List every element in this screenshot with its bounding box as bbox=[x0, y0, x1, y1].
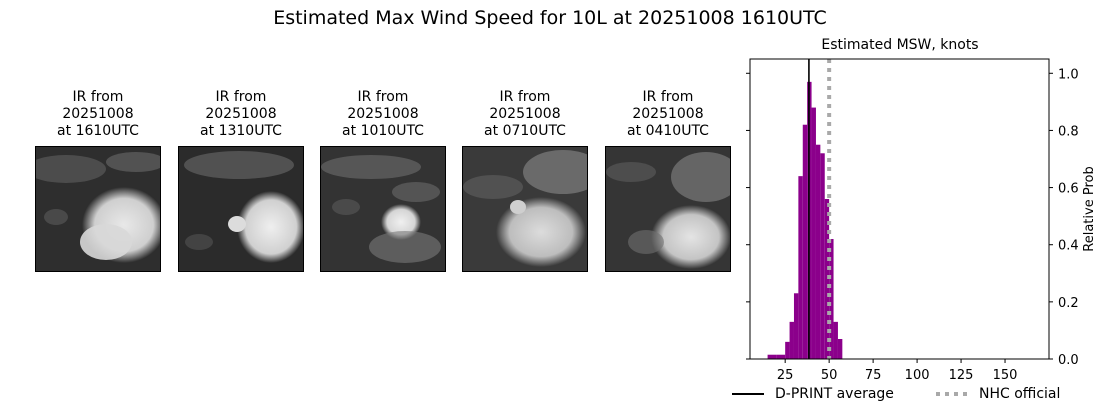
histogram-bar bbox=[776, 354, 786, 359]
ir-caption-date: 20251008 bbox=[347, 106, 419, 122]
histogram-bar bbox=[815, 144, 821, 359]
x-tick-label: 150 bbox=[993, 368, 1018, 383]
histogram-bar bbox=[824, 199, 830, 359]
ir-caption-line: IR from bbox=[72, 89, 124, 105]
ir-satellite-image bbox=[320, 146, 446, 272]
x-tick-label: 75 bbox=[865, 368, 882, 383]
ir-caption-date: 20251008 bbox=[632, 106, 704, 122]
ir-caption: IR from 20251008 at 1610UTC bbox=[35, 89, 161, 141]
histogram-bar bbox=[802, 124, 808, 359]
ir-caption: IR from 20251008 at 1010UTC bbox=[320, 89, 446, 141]
legend-label: NHC official bbox=[979, 386, 1061, 402]
legend-item-nhc: NHC official bbox=[935, 386, 1060, 402]
ir-caption-time: at 1610UTC bbox=[57, 123, 139, 139]
ir-panel: IR from 20251008 at 0410UTC bbox=[605, 89, 731, 272]
y-axis-label: Relative Prob bbox=[1082, 166, 1097, 251]
x-tick-label: 25 bbox=[777, 368, 794, 383]
histogram-bar bbox=[798, 176, 803, 359]
ir-panel: IR from 20251008 at 1610UTC bbox=[35, 89, 161, 272]
x-tick-label: 100 bbox=[905, 368, 930, 383]
y-tick-label: 0.0 bbox=[1058, 353, 1079, 368]
histogram-bar bbox=[767, 354, 777, 359]
ir-caption-line: IR from bbox=[357, 89, 409, 105]
ir-caption-date: 20251008 bbox=[489, 106, 561, 122]
ir-caption-time: at 0710UTC bbox=[484, 123, 566, 139]
x-tick-label: 50 bbox=[821, 368, 838, 383]
ir-satellite-image bbox=[35, 146, 161, 272]
figure-title: Estimated Max Wind Speed for 10L at 2025… bbox=[273, 7, 827, 29]
y-tick-label: 0.8 bbox=[1058, 124, 1079, 139]
ir-caption-date: 20251008 bbox=[205, 106, 277, 122]
legend-label: D-PRINT average bbox=[775, 386, 894, 402]
y-tick-label: 0.2 bbox=[1058, 296, 1079, 311]
ir-caption-time: at 1010UTC bbox=[342, 123, 424, 139]
histogram-bar bbox=[785, 341, 790, 359]
ir-satellite-image bbox=[605, 146, 731, 272]
ir-caption: IR from 20251008 at 0710UTC bbox=[462, 89, 588, 141]
legend-item-dprint: D-PRINT average bbox=[731, 386, 894, 402]
ir-satellite-image bbox=[178, 146, 304, 272]
x-tick-label: 125 bbox=[949, 368, 974, 383]
y-tick-label: 0.4 bbox=[1058, 239, 1079, 254]
ir-caption: IR from 20251008 at 0410UTC bbox=[605, 89, 731, 141]
ir-caption: IR from 20251008 at 1310UTC bbox=[178, 89, 304, 141]
histogram-bar bbox=[833, 321, 838, 359]
ir-caption-time: at 1310UTC bbox=[200, 123, 282, 139]
ir-satellite-image bbox=[462, 146, 588, 272]
histogram-bar bbox=[820, 153, 825, 359]
histogram-bar bbox=[829, 239, 834, 359]
histogram-bar bbox=[789, 321, 794, 359]
ir-caption-line: IR from bbox=[215, 89, 267, 105]
histogram-bar bbox=[811, 107, 816, 359]
plot-frame bbox=[749, 58, 1050, 360]
ir-caption-line: IR from bbox=[642, 89, 694, 105]
ir-caption-line: IR from bbox=[499, 89, 551, 105]
ir-panel: IR from 20251008 at 1010UTC bbox=[320, 89, 446, 272]
ir-caption-date: 20251008 bbox=[62, 106, 134, 122]
y-tick-label: 0.6 bbox=[1058, 182, 1079, 197]
ir-panel: IR from 20251008 at 1310UTC bbox=[178, 89, 304, 272]
ir-caption-time: at 0410UTC bbox=[627, 123, 709, 139]
histogram-bar bbox=[837, 339, 843, 359]
histogram-title: Estimated MSW, knots bbox=[821, 37, 979, 53]
y-tick-label: 1.0 bbox=[1058, 67, 1079, 82]
histogram-bar bbox=[793, 293, 799, 359]
ir-panel: IR from 20251008 at 0710UTC bbox=[462, 89, 588, 272]
